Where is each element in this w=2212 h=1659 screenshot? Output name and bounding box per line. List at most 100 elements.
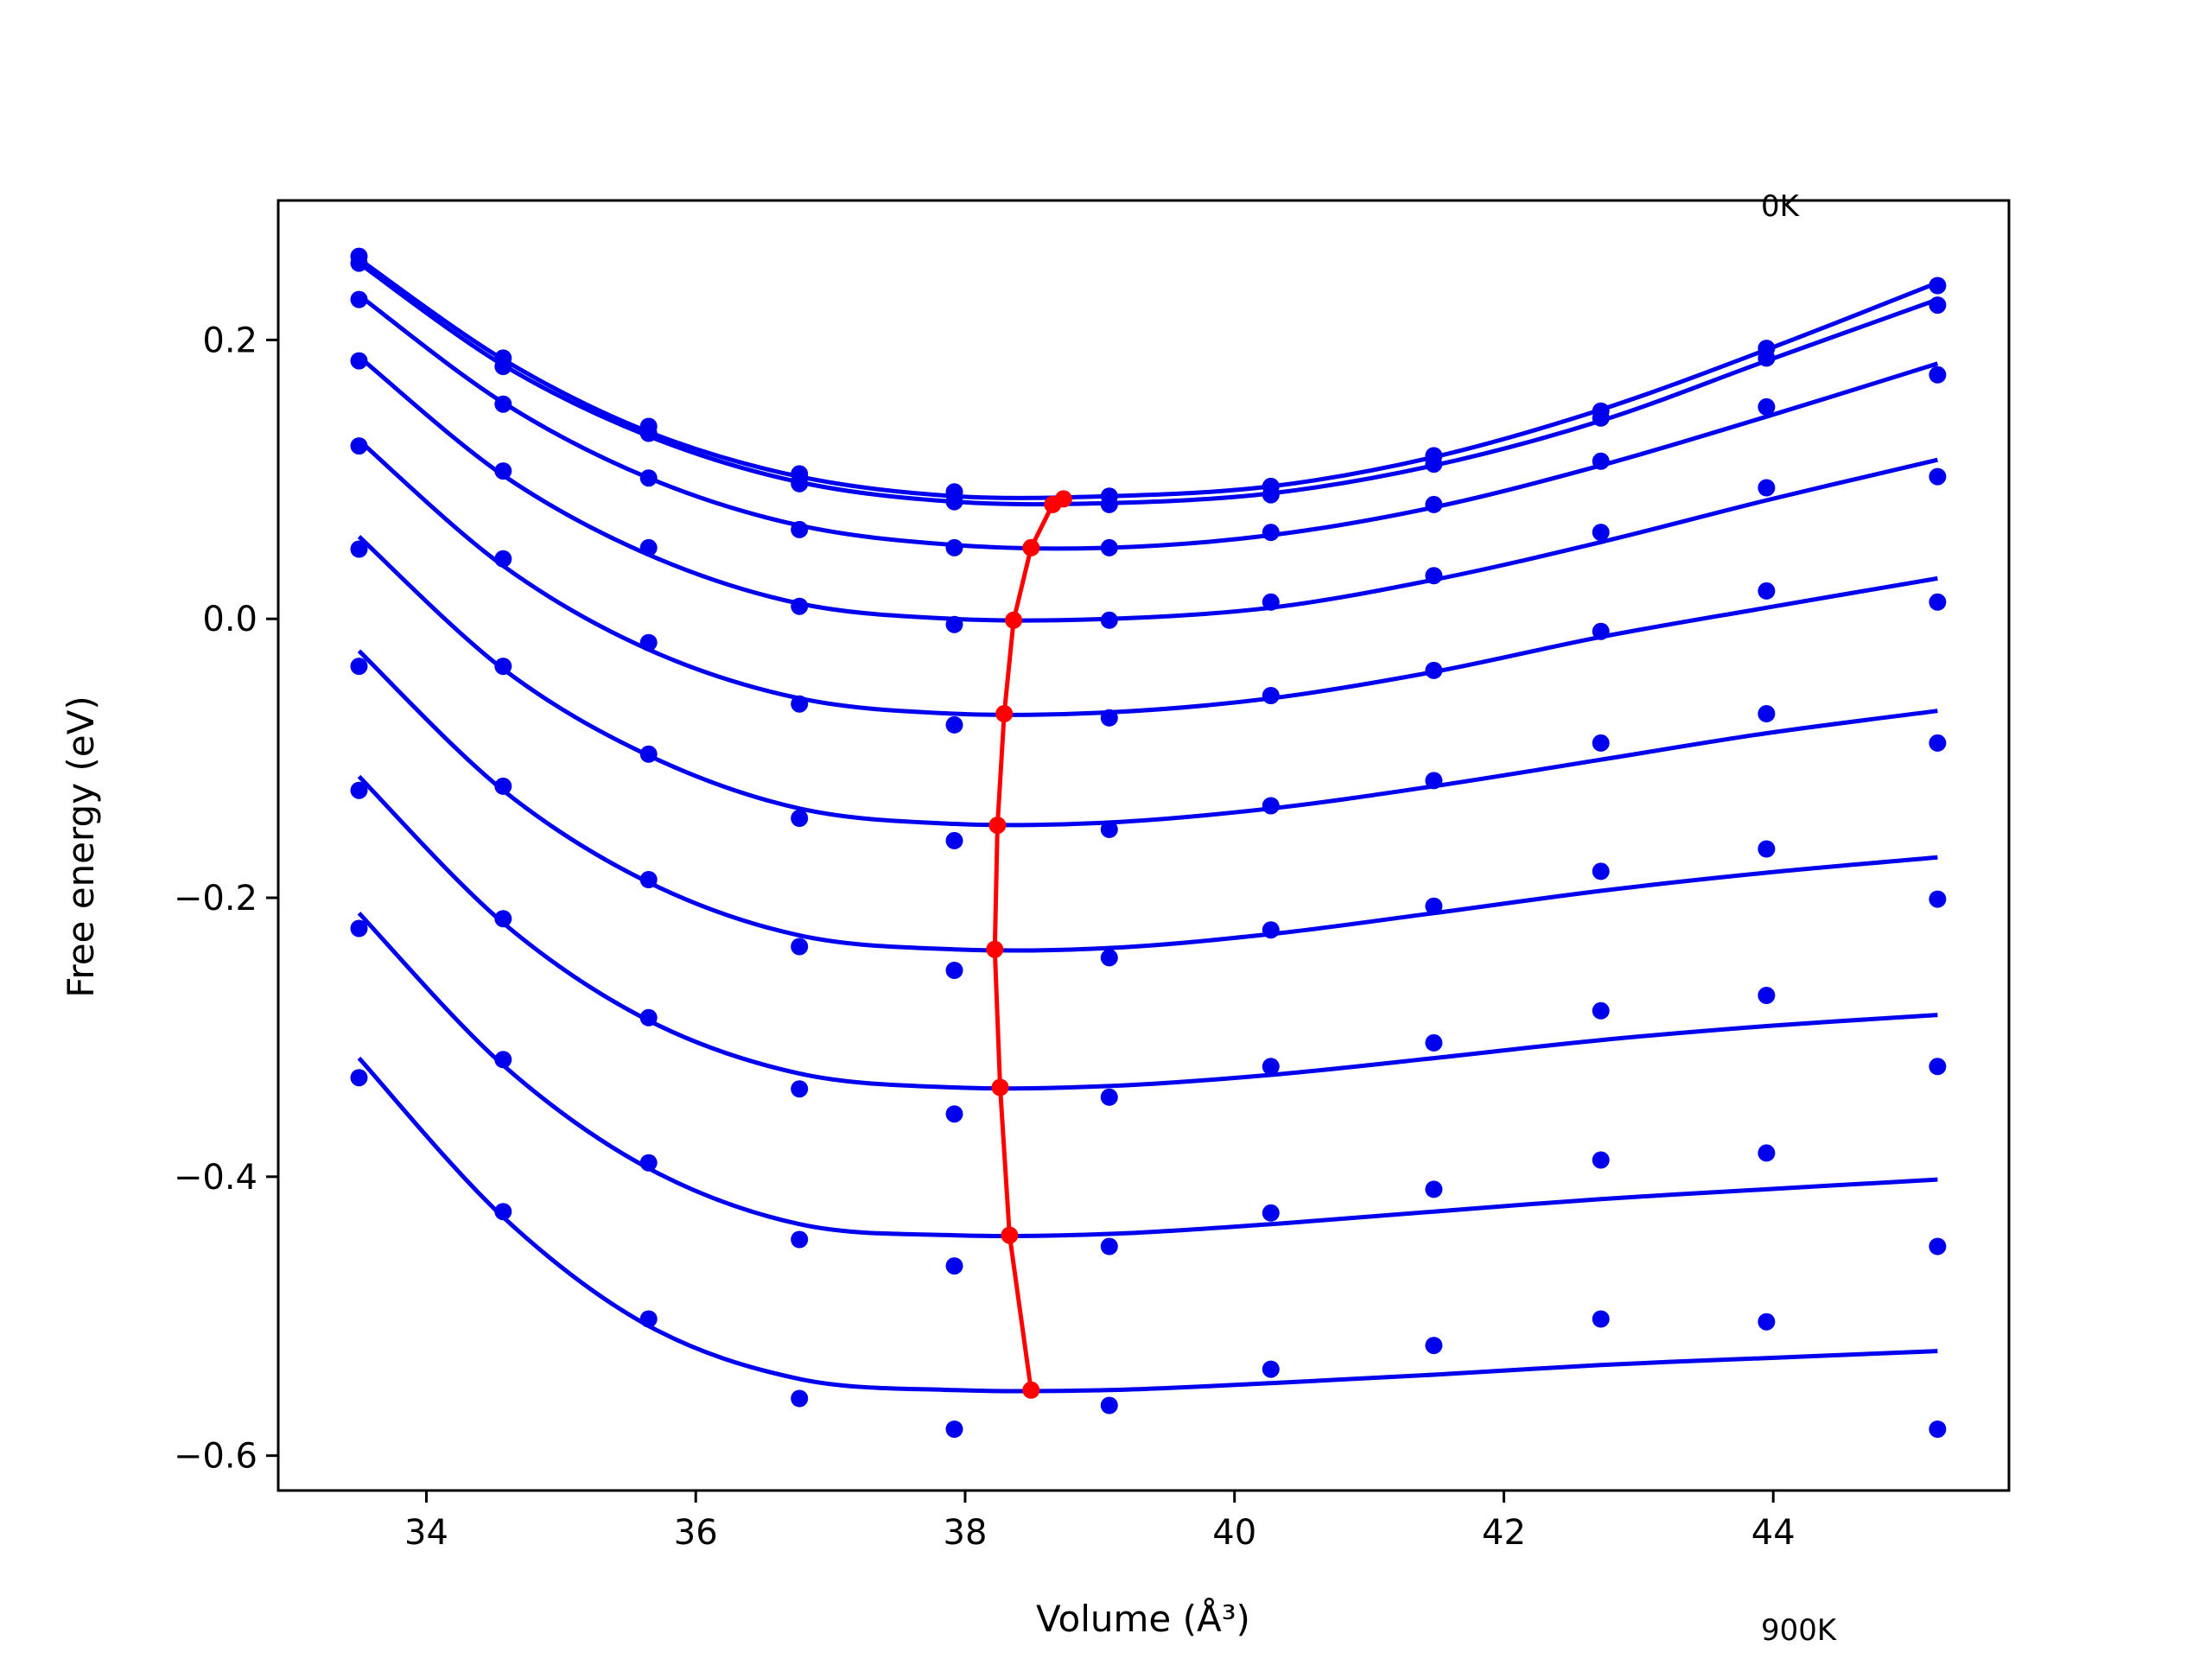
data-point-8-0 [350,919,368,938]
fit-curve-6 [357,649,1938,953]
data-point-2-9 [1758,397,1776,416]
data-point-7-2 [639,1008,658,1027]
x-tick-label-4: 42 [1482,1513,1526,1553]
data-point-8-1 [494,1051,512,1069]
x-tick-label-3: 40 [1212,1513,1256,1553]
data-point-7-1 [494,910,512,928]
data-point-7-9 [1758,987,1776,1004]
x-tick-label-1: 36 [674,1513,718,1553]
data-point-5-2 [639,745,658,763]
data-point-6-7 [1425,897,1443,915]
x-tick-label-0: 34 [404,1513,448,1553]
data-point-9-1 [494,1203,512,1221]
data-point-7-7 [1425,1033,1443,1052]
data-point-8-9 [1758,1144,1776,1162]
axis-ticks: 34 36 38 40 42 44 −0.6 −0.4 −0.2 0.0 0.2 [174,321,1796,1553]
data-point-6-0 [350,658,368,676]
data-point-1-3 [791,474,809,493]
data-point-5-0 [350,540,368,558]
data-point-3-4 [945,615,963,633]
data-point-5-10 [1929,734,1947,752]
data-point-6-9 [1758,840,1776,858]
data-point-7-6 [1262,1058,1280,1076]
data-point-4-7 [1425,661,1443,679]
data-point-4-8 [1592,622,1610,640]
data-point-3-7 [1425,567,1443,585]
annotation-900k: 900K [1761,1613,1838,1648]
equilibrium-point-7 [991,1078,1009,1096]
data-point-3-9 [1758,479,1776,497]
data-point-2-0 [350,290,368,308]
data-point-2-8 [1592,452,1610,470]
data-point-1-8 [1592,409,1610,427]
data-point-1-10 [1929,296,1947,315]
data-point-6-3 [791,938,809,956]
data-point-5-9 [1758,705,1776,722]
y-tick-label-0: −0.6 [174,1437,257,1477]
data-point-8-2 [639,1154,658,1172]
data-point-4-1 [494,550,512,568]
data-point-1-1 [494,358,512,376]
data-point-3-6 [1262,593,1280,611]
data-point-7-5 [1100,1088,1118,1106]
equilibrium-point-6 [986,940,1004,958]
data-point-7-8 [1592,1001,1610,1020]
data-point-2-2 [639,469,658,487]
equilibrium-point-8 [1001,1226,1019,1244]
data-point-1-6 [1262,486,1280,504]
data-point-9-4 [945,1421,963,1438]
data-point-6-1 [494,777,512,795]
y-tick-label-4: 0.2 [202,321,257,360]
data-point-6-10 [1929,890,1947,908]
data-point-3-0 [350,352,368,370]
data-point-5-4 [945,831,963,849]
data-point-4-2 [639,633,658,652]
fit-curve-9 [357,1056,1938,1394]
data-point-2-1 [494,395,512,413]
data-point-7-0 [350,781,368,799]
data-point-7-10 [1929,1058,1947,1076]
data-point-6-2 [639,871,658,888]
data-point-6-6 [1262,921,1280,939]
equilibrium-point-2 [1022,538,1040,556]
data-point-1-2 [639,424,658,442]
equilibrium-point-9 [1022,1381,1040,1399]
y-axis-label: Free energy (eV) [60,696,102,998]
data-point-3-5 [1100,611,1118,629]
data-point-1-4 [945,493,963,511]
data-point-1-9 [1758,349,1776,367]
y-tick-label-1: −0.4 [174,1158,257,1198]
data-point-5-3 [791,810,809,827]
data-point-5-8 [1592,734,1610,752]
data-point-7-3 [791,1080,809,1098]
data-point-4-9 [1758,582,1776,600]
data-point-3-1 [494,462,512,480]
data-point-8-3 [791,1230,809,1249]
data-point-9-5 [1100,1396,1118,1414]
data-point-2-7 [1425,495,1443,513]
data-point-6-8 [1592,862,1610,880]
data-point-3-3 [791,597,809,615]
x-tick-label-5: 44 [1751,1513,1796,1553]
data-point-4-5 [1100,709,1118,727]
fit-curve-8 [357,912,1938,1239]
data-point-4-3 [791,695,809,713]
annotation-0k: 0K [1761,189,1801,224]
data-point-3-8 [1592,524,1610,542]
axes-frame [276,199,2011,1492]
data-point-4-10 [1929,593,1947,611]
data-point-8-4 [945,1257,963,1275]
data-point-1-7 [1425,455,1443,474]
y-tick-label-3: 0.0 [202,600,257,639]
equilibrium-line [992,497,1065,1391]
equilibrium-point-3 [1005,611,1023,629]
data-point-1-0 [350,254,368,272]
data-point-6-5 [1100,949,1118,967]
data-point-6-4 [945,962,963,979]
data-point-5-1 [494,658,512,676]
data-point-8-8 [1592,1151,1610,1169]
y-tick-label-2: −0.2 [174,879,257,918]
data-point-2-5 [1100,538,1118,556]
data-point-8-5 [1100,1237,1118,1255]
